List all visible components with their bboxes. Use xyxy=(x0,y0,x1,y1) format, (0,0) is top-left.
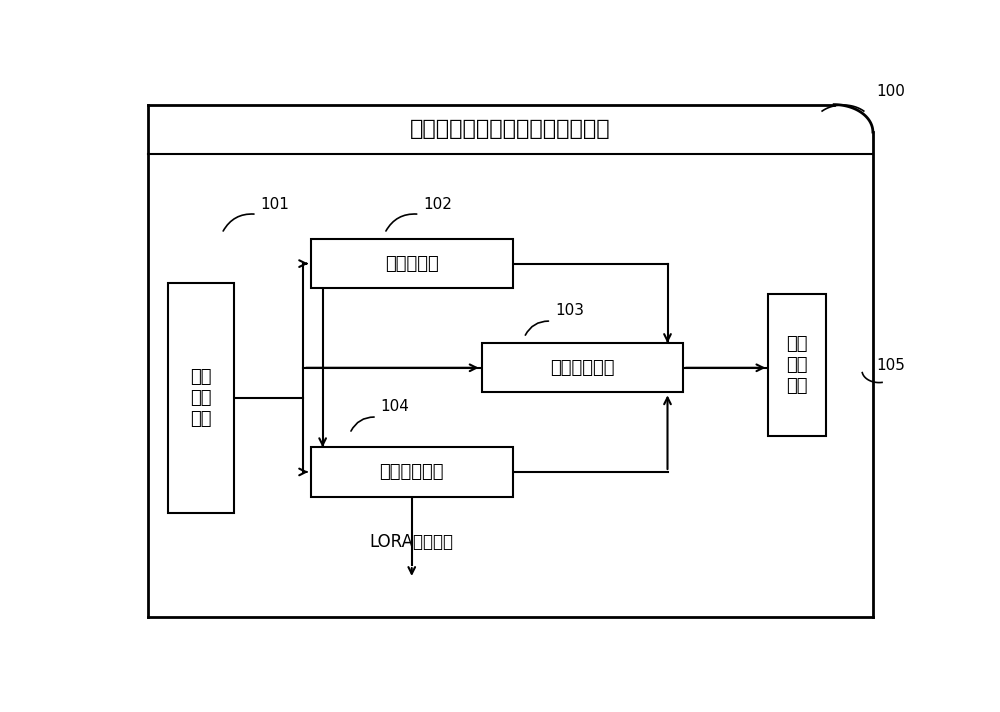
Text: 基于双传感的桥钢柱状态监测系统: 基于双传感的桥钢柱状态监测系统 xyxy=(410,120,611,140)
Bar xyxy=(768,294,826,436)
Text: 101: 101 xyxy=(261,197,290,211)
Text: 104: 104 xyxy=(381,399,410,414)
Bar xyxy=(311,447,512,497)
Text: LORA无线通讯: LORA无线通讯 xyxy=(370,533,454,551)
Text: 100: 100 xyxy=(877,84,906,99)
Bar xyxy=(311,239,512,288)
Text: 103: 103 xyxy=(555,303,584,318)
Text: 信息处理模块: 信息处理模块 xyxy=(550,359,614,377)
Bar xyxy=(482,343,683,392)
Text: 无线通讯模块: 无线通讯模块 xyxy=(380,463,444,481)
Text: 双传感模块: 双传感模块 xyxy=(385,255,439,273)
Text: 电源
管理
模块: 电源 管理 模块 xyxy=(190,368,211,428)
Text: 信号
报警
模块: 信号 报警 模块 xyxy=(787,335,808,395)
Text: 102: 102 xyxy=(423,197,452,211)
Bar xyxy=(168,283,234,513)
Text: 105: 105 xyxy=(877,357,906,372)
